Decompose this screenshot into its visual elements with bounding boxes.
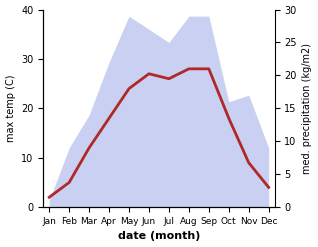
X-axis label: date (month): date (month) (118, 231, 200, 242)
Y-axis label: med. precipitation (kg/m2): med. precipitation (kg/m2) (302, 43, 313, 174)
Y-axis label: max temp (C): max temp (C) (5, 75, 16, 142)
